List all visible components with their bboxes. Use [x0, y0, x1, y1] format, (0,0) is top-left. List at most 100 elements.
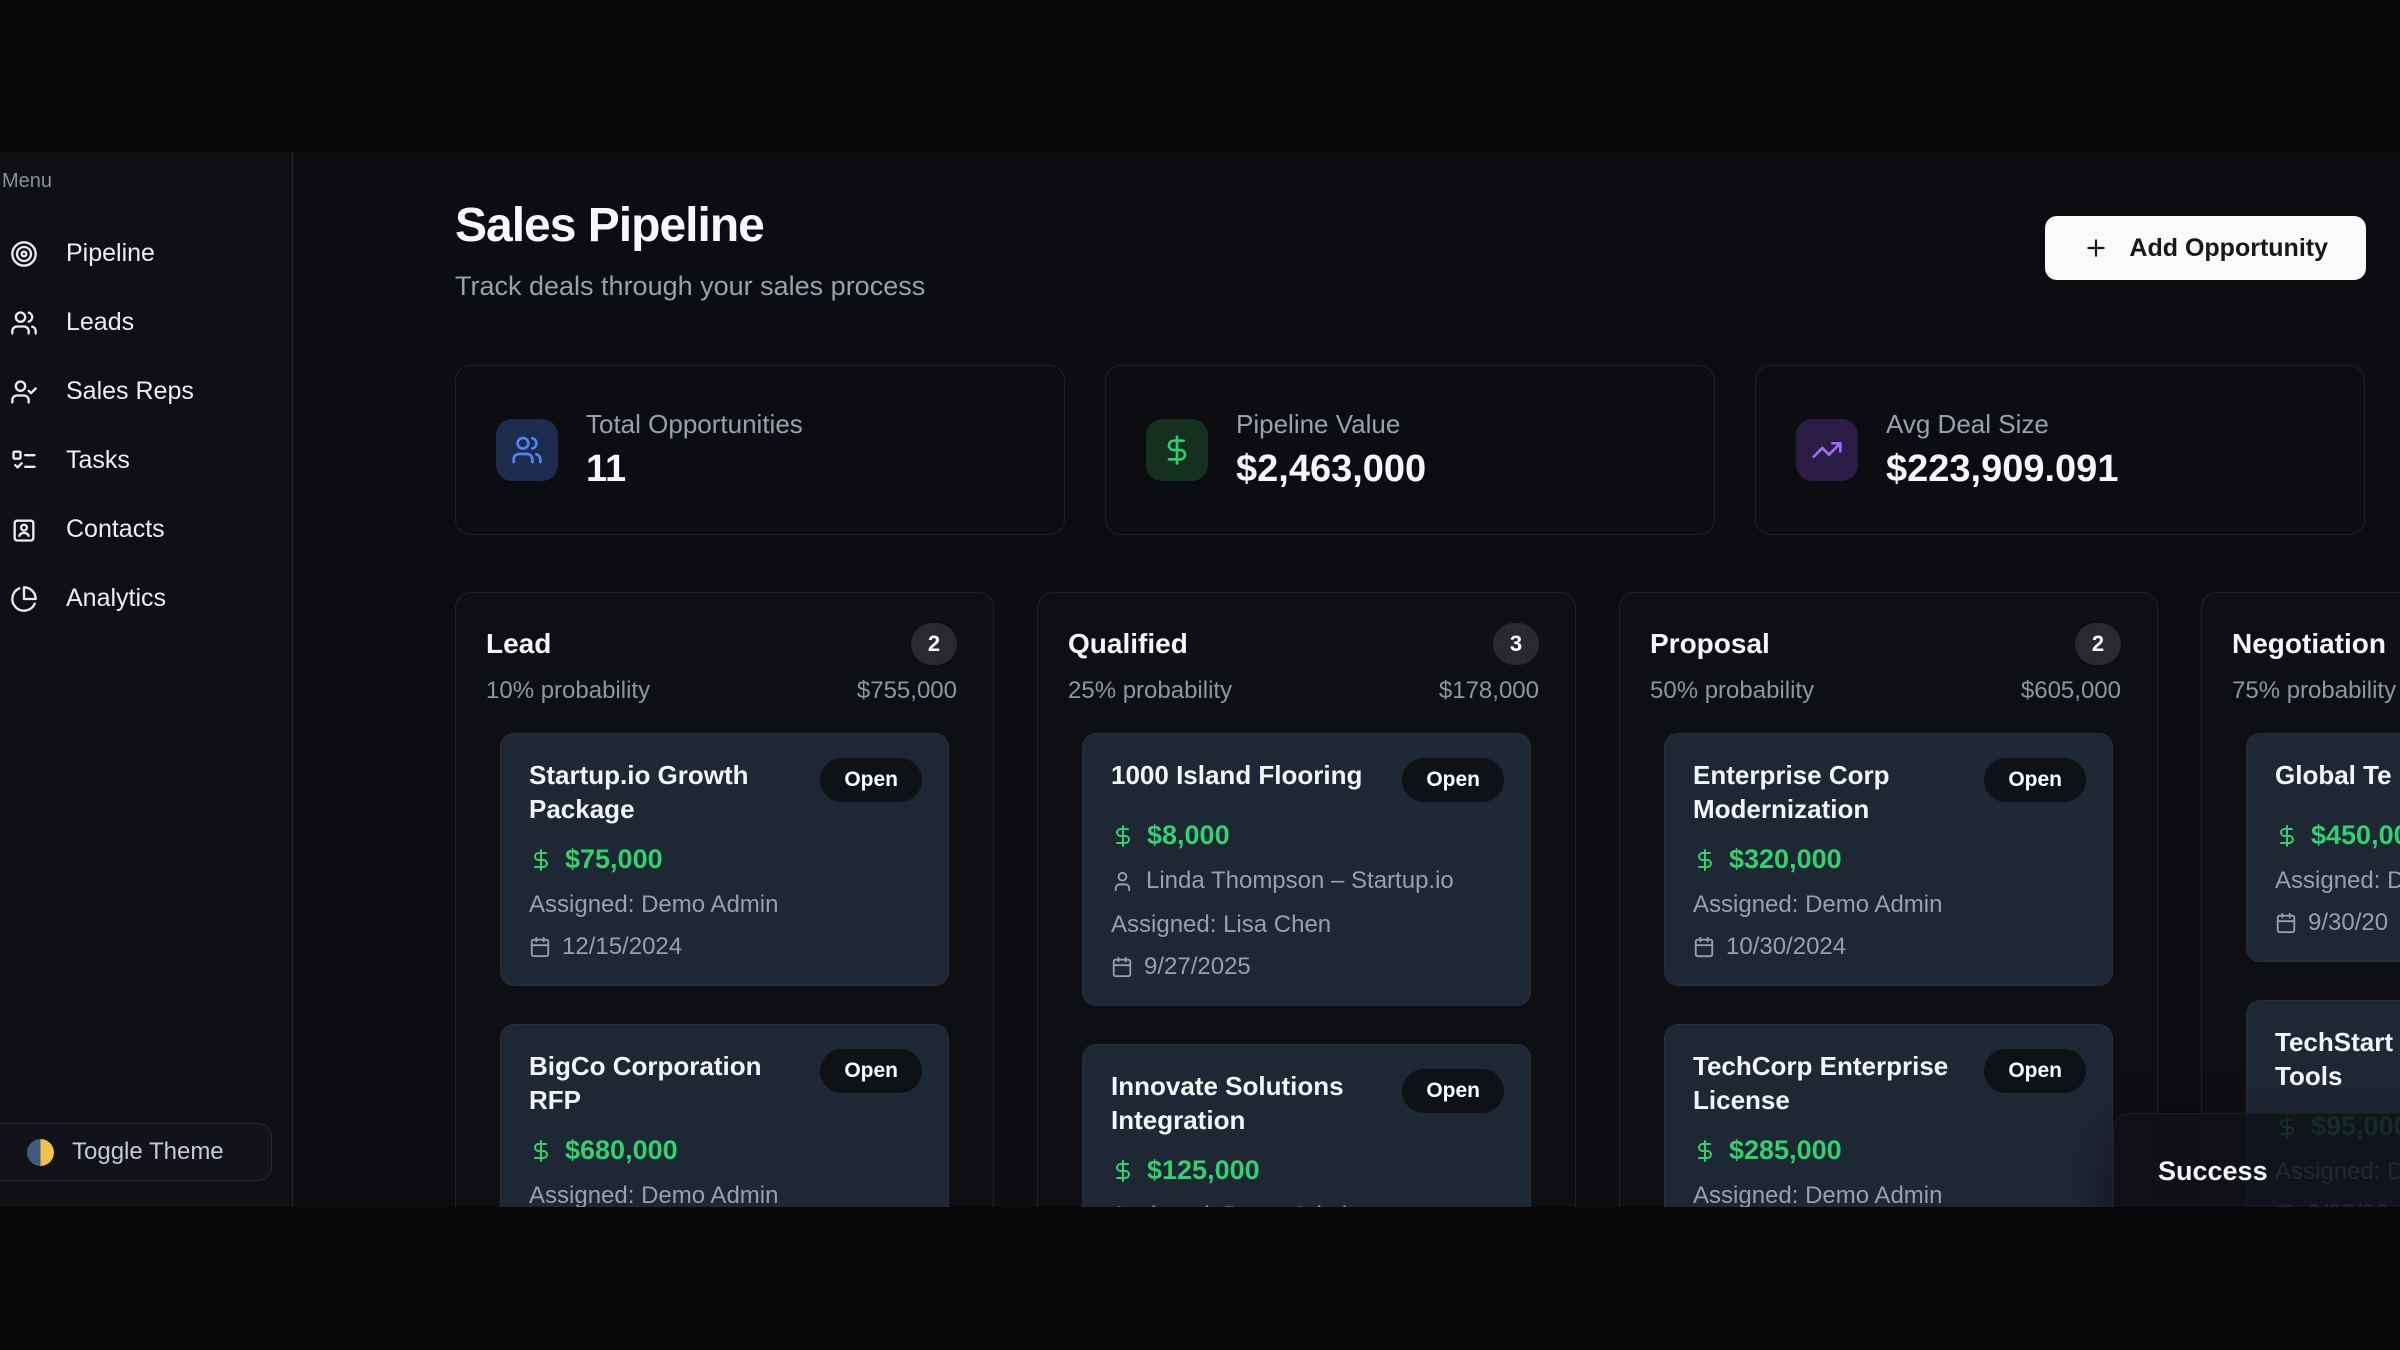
- sidebar-item-label: Pipeline: [66, 239, 155, 267]
- sidebar-item-analytics[interactable]: Analytics: [0, 576, 292, 621]
- target-icon: [10, 240, 38, 268]
- column-probability: 75% probability: [2232, 677, 2397, 704]
- column-cards: Startup.io Growth Package Open $75,000 A…: [456, 705, 993, 1207]
- stat-label: Pipeline Value: [1236, 409, 1401, 439]
- deal-title: TechStart Tools: [2275, 1027, 2393, 1091]
- column-total: $178,000: [1438, 677, 1539, 704]
- deal-date-text: 10/30/2024: [1726, 933, 1847, 960]
- dollar-sign-icon: [529, 1139, 553, 1163]
- deal-amount: $8,000: [1147, 820, 1230, 850]
- column-probability: 50% probability: [1650, 677, 1815, 704]
- sidebar-item-label: Sales Reps: [66, 377, 194, 405]
- column-header: Qualified 3 25% probability $178,000: [1038, 593, 1575, 705]
- page-header-text: Sales Pipeline Track deals through your …: [455, 198, 925, 302]
- deal-title: Innovate Solutions Integration: [1111, 1071, 1344, 1135]
- deal-assigned: Assigned: Lisa Chen: [1111, 911, 1332, 938]
- stat-text: Total Opportunities 11: [586, 409, 803, 491]
- column-total: $755,000: [856, 677, 957, 704]
- deal-contact-text: Linda Thompson – Startup.io: [1146, 867, 1454, 894]
- toggle-theme-button[interactable]: Toggle Theme: [0, 1123, 272, 1181]
- column-total: $605,000: [2020, 677, 2121, 704]
- deal-assigned: Assigned: Demo Admin: [529, 891, 779, 918]
- add-opportunity-button[interactable]: Add Opportunity: [2045, 216, 2366, 280]
- stat-card-avg-deal-size: Avg Deal Size $223,909.091: [1755, 365, 2365, 535]
- stat-label: Avg Deal Size: [1886, 409, 2049, 439]
- column-title: Negotiation: [2232, 628, 2386, 659]
- status-badge: Open: [1984, 1049, 2086, 1093]
- deal-amount: $285,000: [1729, 1135, 1842, 1165]
- deal-amount: $75,000: [565, 844, 663, 874]
- dollar-sign-icon: [1111, 1159, 1135, 1183]
- column-count-badge: 2: [2075, 623, 2121, 665]
- toggle-theme-label: Toggle Theme: [72, 1138, 224, 1165]
- list-checks-icon: [10, 447, 38, 475]
- sidebar-item-leads[interactable]: Leads: [0, 300, 292, 345]
- stat-text: Pipeline Value $2,463,000: [1236, 409, 1426, 491]
- deal-date-text: 12/15/2024: [562, 933, 683, 960]
- stats-row: Total Opportunities 11 Pipeline Value $2…: [455, 365, 2366, 535]
- deal-card[interactable]: Innovate Solutions Integration Open $125…: [1082, 1044, 1531, 1207]
- users-icon: [10, 309, 38, 337]
- crm-app-window: Menu Pipeline Leads Sales Reps: [0, 152, 2400, 1207]
- calendar-icon: [529, 936, 551, 958]
- deal-card[interactable]: Startup.io Growth Package Open $75,000 A…: [500, 733, 949, 986]
- dollar-sign-icon: [1693, 1139, 1717, 1163]
- deal-assigned: Assigned: Demo Admin: [1111, 1202, 1504, 1207]
- main-content: Sales Pipeline Track deals through your …: [294, 152, 2400, 1207]
- deal-card[interactable]: Enterprise Corp Modernization Open $320,…: [1664, 733, 2113, 986]
- stat-text: Avg Deal Size $223,909.091: [1886, 409, 2118, 491]
- column-count-badge: 3: [1493, 623, 1539, 665]
- stat-value: $223,909.091: [1886, 448, 2119, 490]
- column-cards: 1000 Island Flooring Open $8,000 Linda T…: [1038, 705, 1575, 1207]
- column-header: Lead 2 10% probability $755,000: [456, 593, 993, 705]
- deal-title: Global Te: [2275, 760, 2392, 790]
- calendar-icon: [1111, 956, 1133, 978]
- column-title: Qualified: [1068, 628, 1188, 659]
- deal-card[interactable]: BigCo Corporation RFP Open $680,000 Assi…: [500, 1024, 949, 1207]
- sidebar-item-pipeline[interactable]: Pipeline: [0, 231, 292, 276]
- page-header: Sales Pipeline Track deals through your …: [455, 198, 2366, 302]
- calendar-icon: [1693, 936, 1715, 958]
- page-subtitle: Track deals through your sales process: [455, 271, 926, 301]
- sidebar-item-label: Contacts: [66, 515, 165, 543]
- dollar-sign-icon: [529, 848, 553, 872]
- sidebar-item-label: Tasks: [66, 446, 130, 474]
- user-check-icon: [10, 378, 38, 406]
- column-count-badge: 2: [911, 623, 957, 665]
- deal-card[interactable]: Global Te Open $450,000 Assigned: D 9/30…: [2246, 733, 2400, 962]
- column-probability: 10% probability: [486, 677, 651, 704]
- kanban-board: Lead 2 10% probability $755,000 Startup.…: [455, 592, 2400, 1207]
- sidebar-item-tasks[interactable]: Tasks: [0, 438, 292, 483]
- deal-assigned: Assigned: Demo Admin: [1693, 1182, 1943, 1207]
- dollar-sign-icon: [1146, 419, 1208, 481]
- page-title: Sales Pipeline: [455, 199, 765, 252]
- moon-icon: [27, 1138, 54, 1166]
- sidebar-item-sales-reps[interactable]: Sales Reps: [0, 369, 292, 414]
- sidebar-item-label: Analytics: [66, 584, 167, 612]
- sidebar-nav: Pipeline Leads Sales Reps Tasks: [0, 231, 292, 621]
- pie-chart-icon: [10, 585, 38, 613]
- deal-card[interactable]: 1000 Island Flooring Open $8,000 Linda T…: [1082, 733, 1531, 1006]
- stat-card-pipeline-value: Pipeline Value $2,463,000: [1105, 365, 1715, 535]
- stat-label: Total Opportunities: [586, 409, 803, 439]
- deal-title: 1000 Island Flooring: [1111, 760, 1363, 790]
- stat-value: $2,463,000: [1236, 448, 1427, 490]
- status-badge: Open: [820, 1049, 922, 1093]
- stat-card-total-opportunities: Total Opportunities 11: [455, 365, 1065, 535]
- sidebar: Menu Pipeline Leads Sales Reps: [0, 152, 293, 1207]
- column-title: Proposal: [1650, 628, 1770, 659]
- sidebar-item-contacts[interactable]: Contacts: [0, 507, 292, 552]
- column-header: Negotiation 75% probability: [2202, 593, 2400, 705]
- status-badge: Open: [820, 758, 922, 802]
- column-header: Proposal 2 50% probability $605,000: [1620, 593, 2157, 705]
- deal-title: BigCo Corporation RFP: [529, 1051, 762, 1115]
- kanban-column-proposal: Proposal 2 50% probability $605,000 Ente…: [1619, 592, 2158, 1207]
- toast-success: Success: [2113, 1113, 2400, 1207]
- deal-card[interactable]: TechCorp Enterprise License Open $285,00…: [1664, 1024, 2113, 1207]
- status-badge: Open: [1984, 758, 2086, 802]
- deal-title: Enterprise Corp Modernization: [1693, 760, 1890, 824]
- deal-date-text: 9/27/2025: [1144, 953, 1251, 980]
- deal-assigned: Assigned: Demo Admin: [529, 1182, 779, 1207]
- deal-date-text: 9/30/20: [2308, 909, 2389, 936]
- deal-title: TechCorp Enterprise License: [1693, 1051, 1949, 1115]
